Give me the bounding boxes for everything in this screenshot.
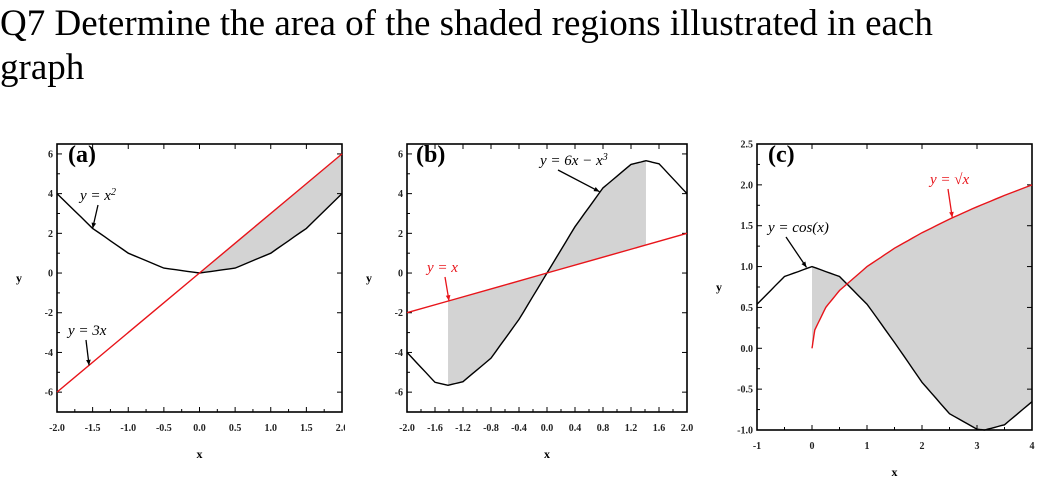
y-axis-label: y [16,271,22,285]
y-tick-label: -2 [45,308,53,319]
panel-label: (a) [68,142,96,168]
y-tick-label: 0.5 [741,303,754,314]
y-tick-label: -6 [395,388,403,399]
y-tick-label: 4 [398,189,403,200]
annotation-text: y = x [78,188,111,204]
y-tick-label: 2.0 [741,180,754,191]
x-tick-label: 1.5 [300,423,313,434]
x-tick-label: -0.8 [483,423,499,434]
x-tick-label: -2.0 [399,423,415,434]
y-tick-label: 6 [398,149,403,160]
series-line-1 [56,153,343,393]
annotation-text: y = √x [928,172,970,188]
y-tick-label: 1.0 [741,262,754,273]
y-tick-label: 6 [48,149,53,160]
annotation-label: y = 3x [66,323,107,339]
annotation-superscript: 2 [111,187,116,198]
y-tick-label: 2 [48,229,53,240]
x-tick-label: -1.2 [455,423,471,434]
chart-panel-c: -1 0 1 2 3 4 -1.0 -0.5 0.0 0.5 1.0 1.5 2.0 2.5 x y (c) y … [716,140,1035,480]
y-tick-label: 2.5 [741,140,754,151]
x-tick-label: 1 [865,441,870,452]
y-tick-label: 0.0 [741,344,754,355]
y-tick-label: -6 [45,388,53,399]
annotation-text: y = x [425,260,458,276]
annotation-arrowhead [445,294,451,301]
y-tick-label: 2 [398,229,403,240]
x-axis-label: x [197,447,203,461]
x-tick-label: 1.0 [265,423,278,434]
annotation-arrowhead [801,261,807,268]
y-tick-label: 4 [48,189,53,200]
x-tick-label: -1.6 [427,423,443,434]
x-tick-label: -1.5 [85,423,101,434]
question-heading: Q7 Determine the area of the shaded regi… [0,3,933,88]
annotation-text: y = cos(x) [766,220,829,236]
panel-label: (b) [416,142,445,168]
x-tick-label: 0.0 [541,423,554,434]
plot-frame [56,143,343,413]
x-tick-label: 0.5 [229,423,242,434]
y-tick-label: 1.5 [741,221,754,232]
annotation-arrowhead [593,187,600,192]
annotation-arrow [557,169,600,193]
annotation-label: y = √x [928,172,970,188]
y-tick-label: -4 [395,348,403,359]
annotation-text: y = 3x [66,323,107,339]
x-tick-label: -0.4 [511,423,527,434]
y-tick-label: -0.5 [737,385,753,396]
y-tick-label: -1.0 [737,426,753,437]
shaded-region [812,184,1032,430]
annotation-arrowhead [86,359,91,366]
annotation-arrow [785,236,808,268]
x-axis-label: x [892,465,898,479]
y-tick-label: -4 [45,348,53,359]
x-tick-label: 2 [920,441,925,452]
x-tick-label: 3 [975,441,980,452]
x-axis-label: x [544,447,550,461]
annotation-label: y = x2 [78,187,116,205]
annotation-arrowhead [91,222,97,229]
annotation-label: y = 6x − x3 [538,152,608,170]
x-tick-label: 0.4 [569,423,582,434]
series-line-0 [756,265,1033,431]
x-tick-label: 1.6 [653,423,666,434]
y-tick-label: 0 [48,269,53,280]
annotation-label: y = x [425,260,458,276]
x-tick-label: 2.0 [681,423,694,434]
y-tick-label: -2 [395,308,403,319]
series-line-1 [406,232,688,314]
y-axis-label: y [716,280,722,294]
x-tick-label: 2.0 [336,423,345,434]
annotation-label: y = cos(x) [766,220,829,236]
y-tick-label: 0 [398,269,403,280]
x-tick-label: 0 [810,441,815,452]
x-tick-label: -1.0 [120,423,136,434]
x-tick-label: 0.8 [597,423,610,434]
annotation-arrowhead [949,211,954,218]
chart-panel-b: -2.0 -1.6 -1.2 -0.8 -0.4 0.0 0.4 0.8 1.2 1.6 2.0 -6… [366,142,694,461]
y-axis-label: y [366,271,372,285]
shaded-region [448,160,646,386]
x-tick-label: 4 [1030,441,1035,452]
annotation-superscript: 3 [602,152,608,163]
x-tick-label: -0.5 [156,423,172,434]
series-line-1 [811,184,1033,349]
x-tick-label: -1 [753,441,761,452]
x-tick-label: 0.0 [193,423,206,434]
x-tick-label: 1.2 [625,423,638,434]
panel-label: (c) [768,142,795,168]
annotation-text: y = 6x − x [538,153,603,169]
x-tick-label: -2.0 [49,423,65,434]
chart-panel-a: -2.0 -1.5 -1.0 -0.5 0.0 0.5 1.0 1.5 2.0 -6 -4 -2 0 2 4… [16,142,345,461]
